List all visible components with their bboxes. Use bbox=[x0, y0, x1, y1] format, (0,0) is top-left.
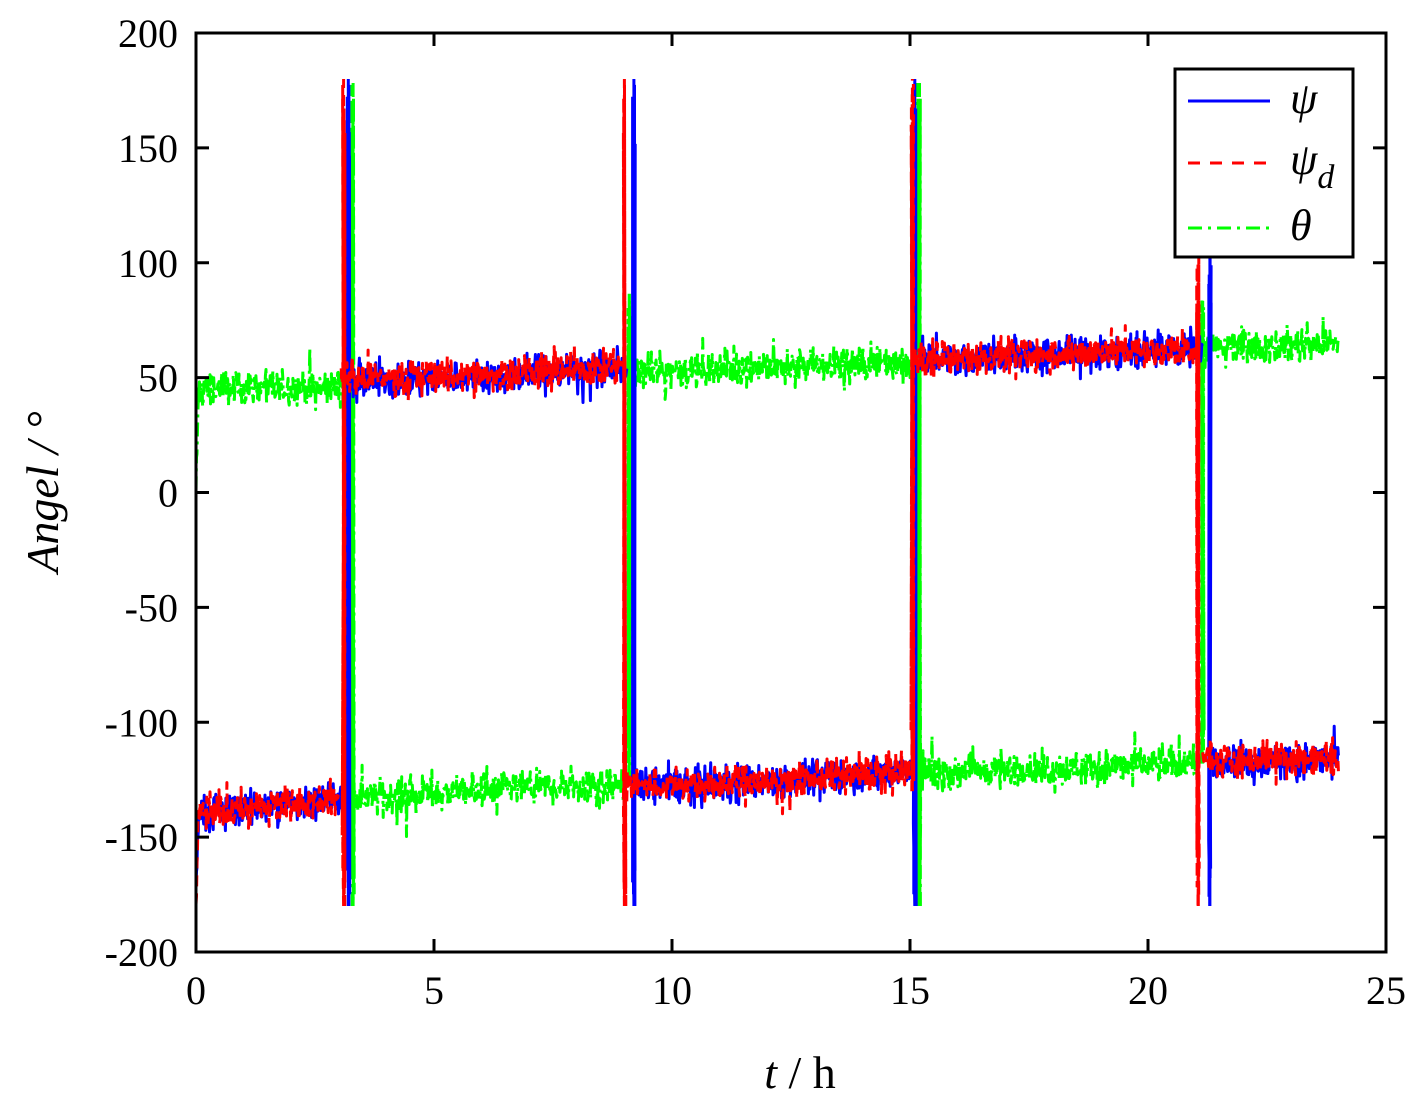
y-tick-label: 0 bbox=[158, 471, 178, 516]
series-spike-theta bbox=[626, 290, 632, 785]
series-spike-psi bbox=[1207, 251, 1213, 907]
series-line-psi-d bbox=[913, 324, 1198, 382]
y-tick-label: 200 bbox=[118, 11, 178, 56]
x-axis-title: t / h bbox=[764, 1047, 836, 1098]
series-psi-d bbox=[196, 79, 1340, 907]
plot-series-layer bbox=[196, 79, 1340, 907]
series-line-theta bbox=[1198, 315, 1340, 369]
legend-label-theta: θ bbox=[1290, 201, 1312, 250]
legend-label-psi: ψ bbox=[1290, 74, 1318, 123]
y-tick-label: 50 bbox=[138, 356, 178, 401]
series-spike-psi bbox=[345, 79, 352, 907]
x-tick-label: 15 bbox=[890, 968, 930, 1013]
x-tick-label: 5 bbox=[424, 968, 444, 1013]
x-tick-label: 10 bbox=[652, 968, 692, 1013]
series-spike-psi-d bbox=[621, 79, 628, 907]
series-spike-psi-d bbox=[340, 79, 347, 907]
series-line-psi-d bbox=[196, 777, 341, 905]
y-tick-label: -50 bbox=[125, 585, 178, 630]
series-line-theta bbox=[196, 346, 353, 491]
x-tick-labels: 0 5 10 15 20 25 bbox=[186, 968, 1406, 1013]
x-tick-label: 25 bbox=[1366, 968, 1406, 1013]
x-tick-label: 0 bbox=[186, 968, 206, 1013]
series-spike-theta bbox=[350, 79, 356, 907]
series-line-theta bbox=[351, 763, 626, 838]
x-axis-unit: / h bbox=[777, 1047, 836, 1098]
y-tick-label: -150 bbox=[105, 815, 178, 860]
series-spike-theta bbox=[1199, 297, 1206, 764]
y-tick-label: 100 bbox=[118, 241, 178, 286]
y-axis-title: Angel / ° bbox=[17, 411, 68, 575]
series-spike-psi bbox=[631, 79, 637, 907]
x-axis-variable: t bbox=[764, 1047, 778, 1098]
tick-layer bbox=[194, 31, 1388, 954]
series-spike-psi-d bbox=[909, 79, 916, 792]
series-line-theta bbox=[915, 731, 1198, 794]
legend: ψ ψd θ bbox=[1173, 67, 1355, 259]
series-line-theta bbox=[627, 336, 917, 401]
y-tick-label: 150 bbox=[118, 126, 178, 171]
series-spike-theta bbox=[916, 79, 923, 907]
y-tick-labels: 200 150 100 50 0 -50 -100 -150 -200 bbox=[105, 11, 178, 975]
x-tick-label: 20 bbox=[1128, 968, 1168, 1013]
legend-label-psi-d: ψd bbox=[1290, 135, 1335, 196]
series-line-psi-d bbox=[339, 343, 624, 403]
y-tick-label: -200 bbox=[105, 930, 178, 975]
y-tick-label: -100 bbox=[105, 700, 178, 745]
series-line-psi-d bbox=[625, 748, 912, 816]
series-spike-psi-d bbox=[1195, 251, 1201, 907]
series-line-psi-d bbox=[1201, 736, 1340, 786]
